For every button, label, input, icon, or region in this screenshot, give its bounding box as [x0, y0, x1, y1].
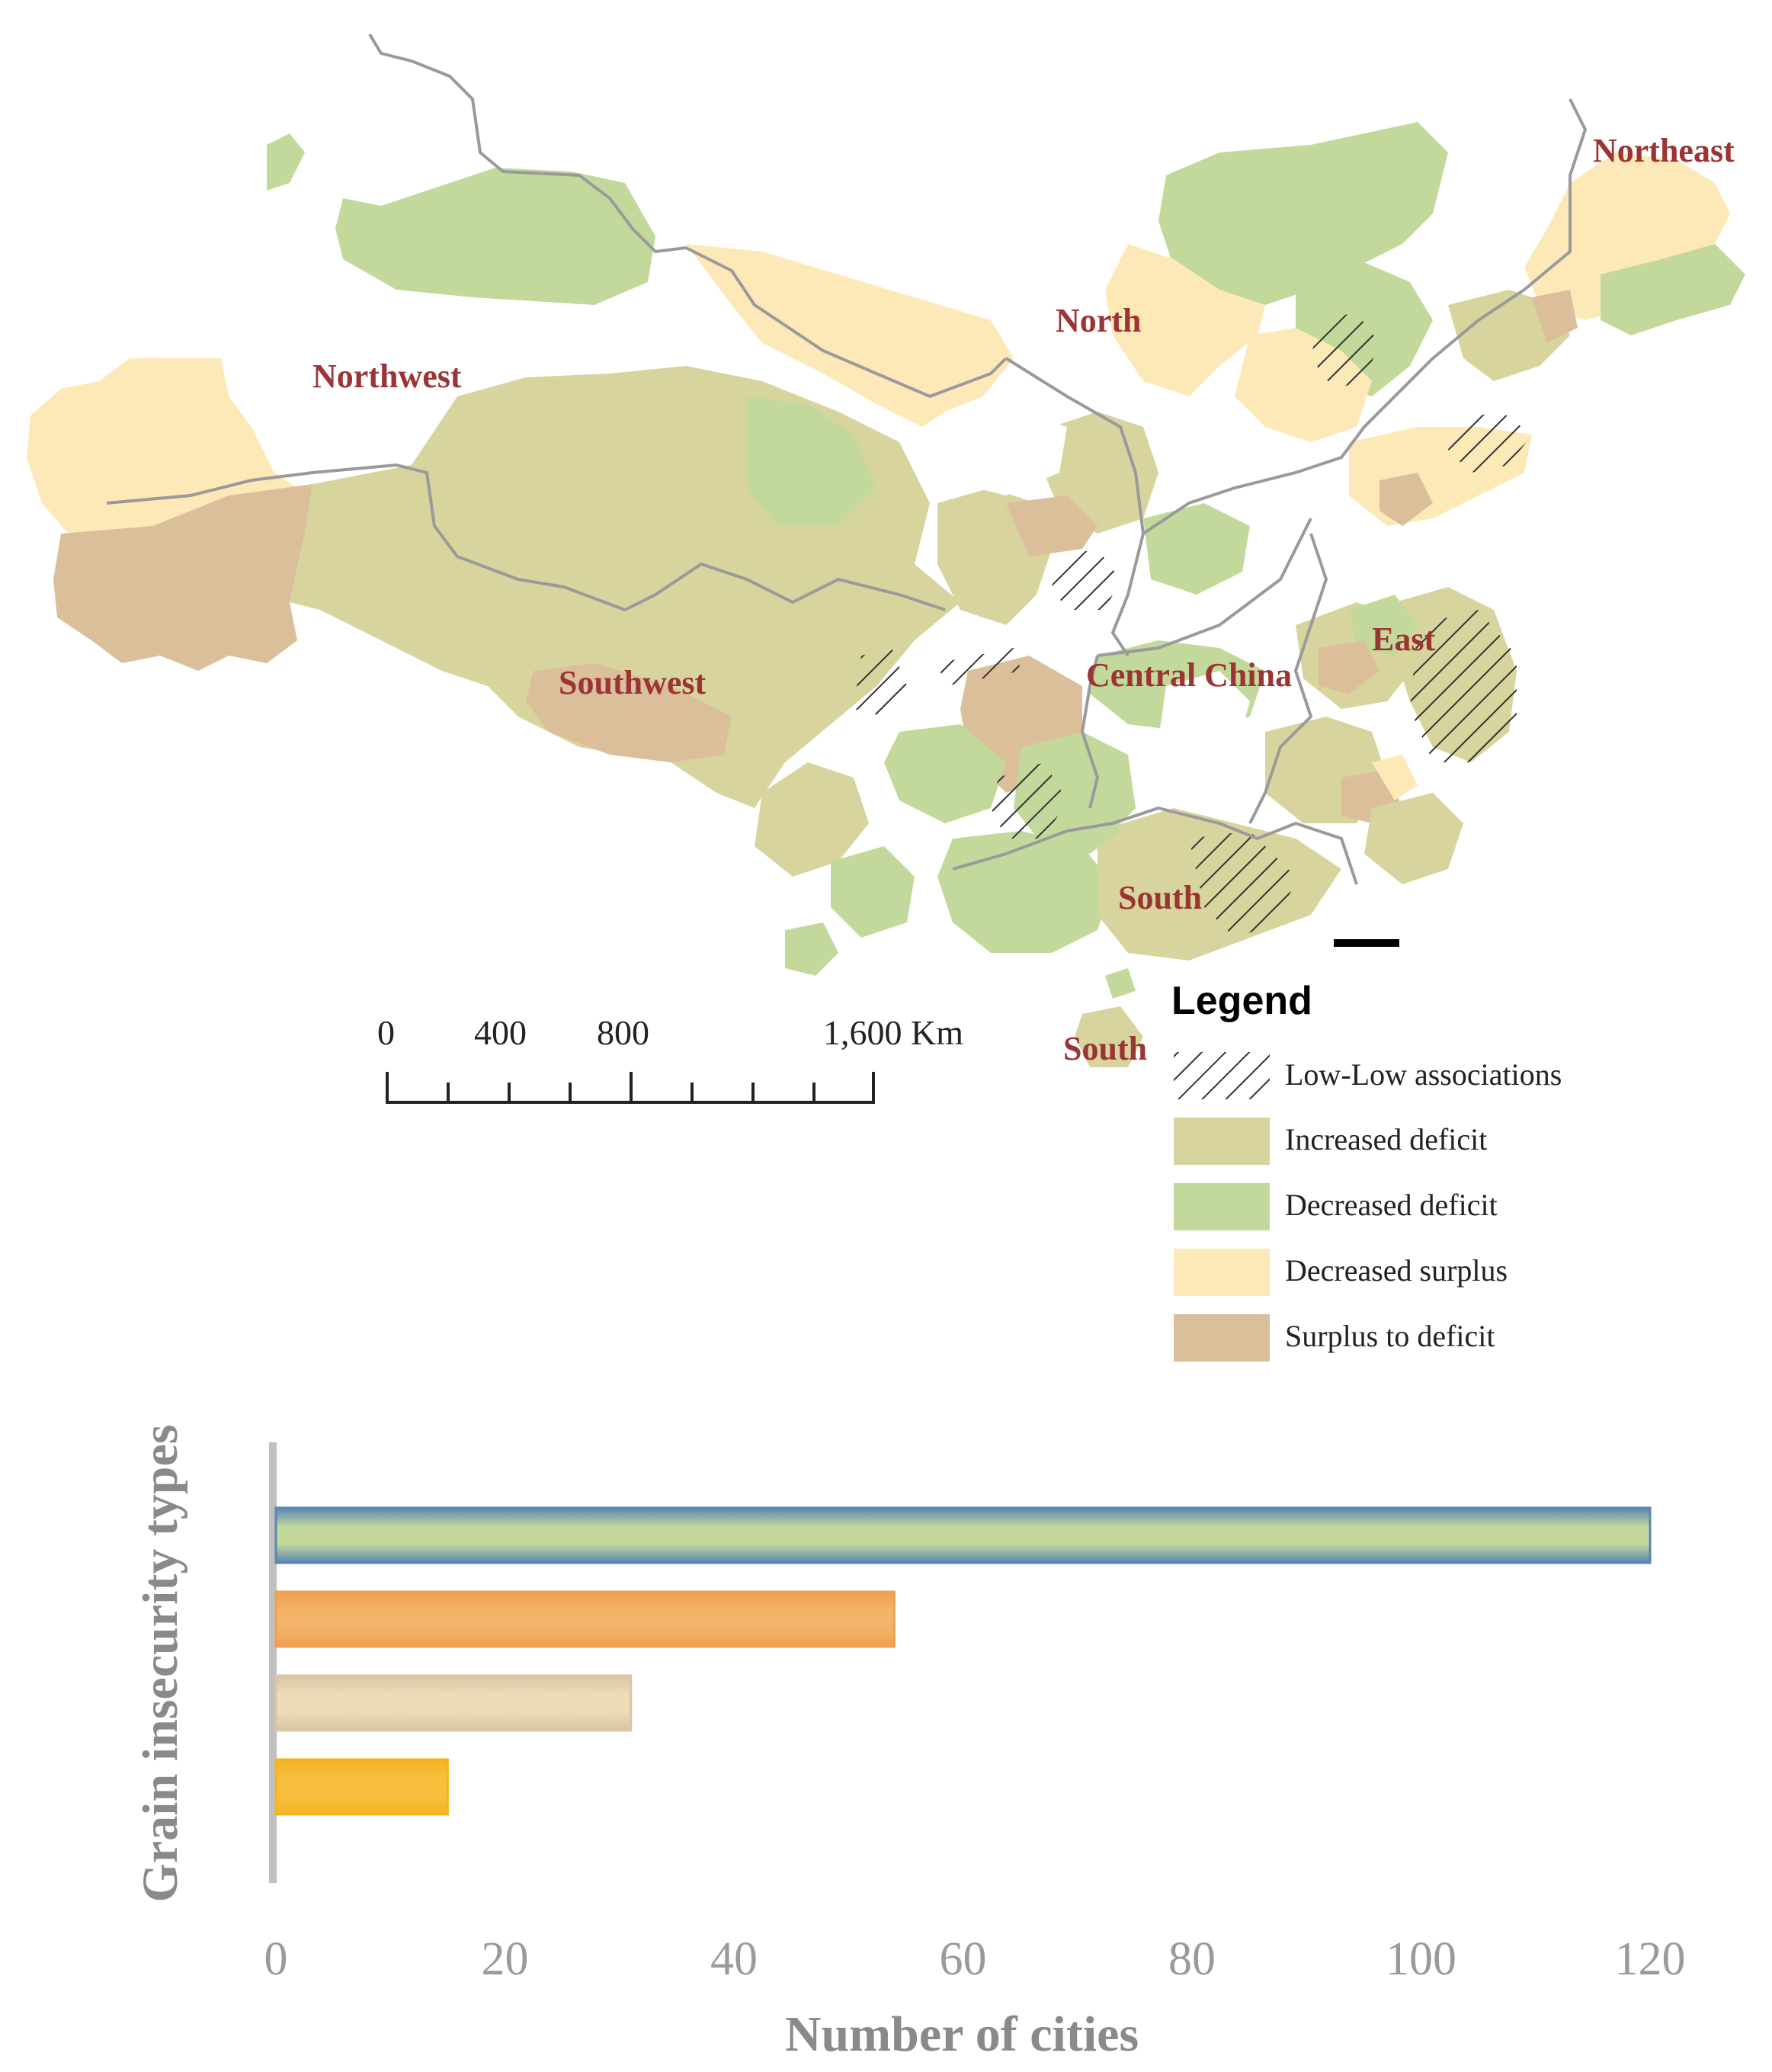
x-tick-label: 120: [1615, 1933, 1686, 1985]
border-central: [1097, 518, 1312, 657]
region-gap-north: [945, 412, 1067, 496]
region-henan: [1143, 503, 1250, 595]
region-shaanxi-brown: [1006, 496, 1097, 556]
hatch-area: [1052, 549, 1120, 610]
x-tick-labels: 0 20 40 60 80 100 120: [264, 1933, 1686, 1985]
map-legend: Legend Low-Low associations Increased de…: [1171, 979, 1562, 1362]
region-mongolia-east: [1158, 122, 1448, 305]
bar-2: [274, 1674, 633, 1732]
border-southwest: [1080, 655, 1100, 809]
low-low-hatching: [854, 313, 1532, 938]
hatch-area: [1311, 313, 1379, 389]
x-tick-label: 40: [710, 1933, 758, 1985]
region-jiangxi-surplus: [1372, 755, 1418, 800]
region-yunnan: [755, 762, 869, 877]
scale-label-0: 0: [377, 1013, 395, 1052]
y-axis-title: Grain insecurity types: [133, 1425, 188, 1903]
region-shandong-brown: [1379, 473, 1433, 526]
hatch-area: [1448, 412, 1532, 473]
bar-1: [274, 1590, 896, 1648]
region-borders: [106, 33, 1588, 885]
hatch-area: [1410, 610, 1517, 762]
region-xinjiang-small: [267, 133, 305, 191]
legend-label-surplus-to-deficit: Surplus to deficit: [1285, 1319, 1495, 1353]
label-central-china: Central China: [1086, 656, 1292, 694]
region-guizhou: [884, 724, 1006, 823]
x-tick-label: 60: [940, 1933, 987, 1985]
legend-swatch-increased-deficit: [1174, 1118, 1270, 1165]
legend-swatch-decreased-deficit: [1174, 1183, 1270, 1230]
bar-3: [274, 1758, 449, 1816]
bar-chart: 0 20 40 60 80 100 120 Number of cities Grain i…: [133, 1425, 1686, 2062]
border-northwest: [368, 33, 1008, 399]
region-taiwan-area: [1105, 968, 1136, 999]
label-south-2: South: [1063, 1030, 1147, 1067]
region-gap-central: [1158, 671, 1250, 770]
legend-swatch-decreased-surplus: [1174, 1249, 1270, 1296]
region-liaoning-brown: [1532, 290, 1578, 343]
label-northwest: Northwest: [312, 358, 462, 395]
region-labels: Northeast North Northwest Southwest Cent…: [312, 132, 1735, 1067]
bar-0: [274, 1506, 1652, 1564]
label-south: South: [1118, 879, 1202, 916]
x-tick-label: 80: [1168, 1933, 1216, 1985]
label-southwest: Southwest: [559, 664, 706, 701]
border-north: [1005, 357, 1146, 657]
x-tick-label: 0: [264, 1933, 288, 1985]
china-map: Northeast North Northwest Southwest Cent…: [27, 33, 1745, 1362]
region-northeast-green: [1601, 244, 1745, 335]
region-sichuan-brown: [526, 663, 732, 762]
map-marker-bar: [1334, 939, 1399, 947]
border-central-south: [952, 806, 1358, 885]
label-northeast: Northeast: [1593, 132, 1735, 169]
region-fujian: [1364, 793, 1463, 884]
bars: [274, 1506, 1652, 1816]
scale-bar: 0 400 800 1,600 Km: [377, 1013, 963, 1104]
region-mongolia-west: [686, 244, 1014, 427]
legend-swatch-low-low: [1174, 1052, 1270, 1099]
hatch-area: [854, 648, 907, 717]
region-xizang-west: [53, 484, 312, 671]
region-fills: [27, 122, 1745, 1067]
legend-label-decreased-deficit: Decreased deficit: [1285, 1188, 1498, 1222]
region-northeast-surplus: [1524, 152, 1730, 320]
region-xinjiang-west: [27, 358, 297, 534]
label-north: North: [1056, 302, 1141, 339]
region-north-surplus: [1105, 244, 1265, 396]
legend-title: Legend: [1171, 979, 1312, 1023]
map-panel: Northeast North Northwest Southwest Cent…: [27, 33, 1745, 1362]
label-east: East: [1372, 621, 1435, 658]
scale-label-1600: 1,600 Km: [823, 1013, 963, 1052]
region-hainan: [1075, 1006, 1143, 1067]
x-tick-label: 100: [1386, 1933, 1456, 1985]
hatch-area: [991, 762, 1067, 839]
bar-chart-panel: 0 20 40 60 80 100 120 Number of cities Grain i…: [0, 1387, 1772, 2068]
border-east: [1248, 533, 1328, 824]
border-north-east: [1142, 98, 1588, 535]
hatch-area: [937, 648, 1021, 686]
legend-swatch-surplus-to-deficit: [1174, 1314, 1270, 1362]
region-east-green: [1349, 595, 1418, 656]
x-axis-title: Number of cities: [785, 2006, 1139, 2062]
region-qinghai-green: [747, 396, 876, 526]
region-xinjiang-north: [335, 168, 655, 305]
legend-label-increased-deficit: Increased deficit: [1285, 1122, 1487, 1156]
region-yunnan-green: [831, 846, 915, 938]
hatch-area: [1189, 831, 1296, 938]
legend-label-decreased-surplus: Decreased surplus: [1285, 1253, 1508, 1288]
x-tick-label: 20: [482, 1933, 529, 1985]
legend-label-low-low: Low-Low associations: [1285, 1057, 1562, 1092]
border-northwest-south: [106, 463, 946, 612]
scale-label-400: 400: [474, 1013, 527, 1052]
region-yunnan-south: [785, 922, 838, 976]
region-east-brown: [1319, 640, 1379, 694]
scale-label-800: 800: [597, 1013, 649, 1052]
